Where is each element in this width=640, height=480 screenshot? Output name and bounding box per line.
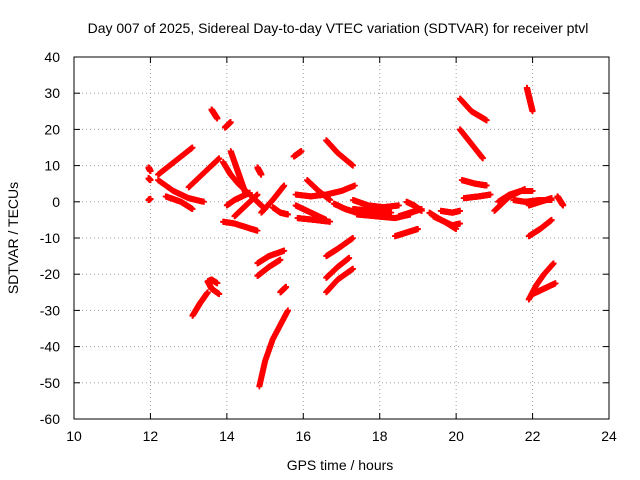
data-point xyxy=(147,177,154,184)
x-tick-label: 16 xyxy=(295,428,311,444)
series-track-01 xyxy=(145,164,154,175)
x-tick-label: 20 xyxy=(448,428,464,444)
series-track-10 xyxy=(204,278,223,298)
chart-title: Day 007 of 2025, Sidereal Day-to-day VTE… xyxy=(88,20,589,36)
data-point xyxy=(147,195,154,202)
series-track-11 xyxy=(208,106,221,122)
data-point xyxy=(214,115,221,122)
series-track-53 xyxy=(554,193,567,209)
x-tick-label: 24 xyxy=(601,428,617,444)
y-tick-label: 10 xyxy=(44,158,60,174)
series-track-40 xyxy=(392,225,421,240)
plot-area xyxy=(145,84,567,390)
y-tick-label: -50 xyxy=(40,375,60,391)
y-tick-label: 40 xyxy=(44,49,60,65)
x-tick-label: 22 xyxy=(525,428,541,444)
series-track-47 xyxy=(458,177,490,189)
x-tick-label: 10 xyxy=(66,428,82,444)
data-point xyxy=(216,291,223,298)
series-track-04 xyxy=(155,144,196,178)
series-track-19 xyxy=(254,164,265,178)
y-tick-label: -30 xyxy=(40,302,60,318)
series-track-25 xyxy=(256,307,291,390)
data-point xyxy=(214,280,221,287)
series-track-34 xyxy=(323,235,356,260)
data-point xyxy=(147,168,154,175)
grid xyxy=(74,57,609,419)
data-point xyxy=(189,206,196,213)
y-tick-label: 20 xyxy=(44,121,60,137)
series-track-31 xyxy=(323,137,356,169)
y-tick-label: -10 xyxy=(40,230,60,246)
series-track-08 xyxy=(189,289,211,319)
series-track-48 xyxy=(460,191,494,202)
y-tick-label: -60 xyxy=(40,411,60,427)
series-track-21 xyxy=(269,204,291,218)
x-tick-label: 14 xyxy=(219,428,235,444)
y-tick-label: -40 xyxy=(40,339,60,355)
data-point xyxy=(216,155,223,162)
data-point xyxy=(204,289,211,296)
y-tick-label: 30 xyxy=(44,85,60,101)
series-track-46 xyxy=(456,126,486,162)
data-point xyxy=(227,119,234,126)
series-track-03 xyxy=(145,195,154,203)
x-tick-label: 12 xyxy=(143,428,159,444)
x-tick-label: 18 xyxy=(372,428,388,444)
series-track-02 xyxy=(145,175,154,184)
y-tick-label: -20 xyxy=(40,266,60,282)
series-track-05 xyxy=(155,177,207,205)
series-track-54 xyxy=(523,84,536,115)
series-track-44 xyxy=(437,207,463,216)
series-track-45 xyxy=(456,95,490,124)
series-track-12 xyxy=(221,119,234,131)
y-tick-label: 0 xyxy=(52,194,60,210)
series-track-26 xyxy=(290,148,305,160)
data-point xyxy=(200,198,207,205)
series-track-07 xyxy=(185,155,223,191)
axis-ticks: 10 12 14 16 18 20 22 24 -60 -50 -40 -30 -20 -10 0 10 20 3… xyxy=(40,49,617,444)
series-track-06 xyxy=(162,193,196,213)
series-track-33 xyxy=(323,265,356,296)
series-track-24 xyxy=(277,283,290,296)
data-point xyxy=(189,144,196,151)
series-track-16 xyxy=(220,218,261,234)
